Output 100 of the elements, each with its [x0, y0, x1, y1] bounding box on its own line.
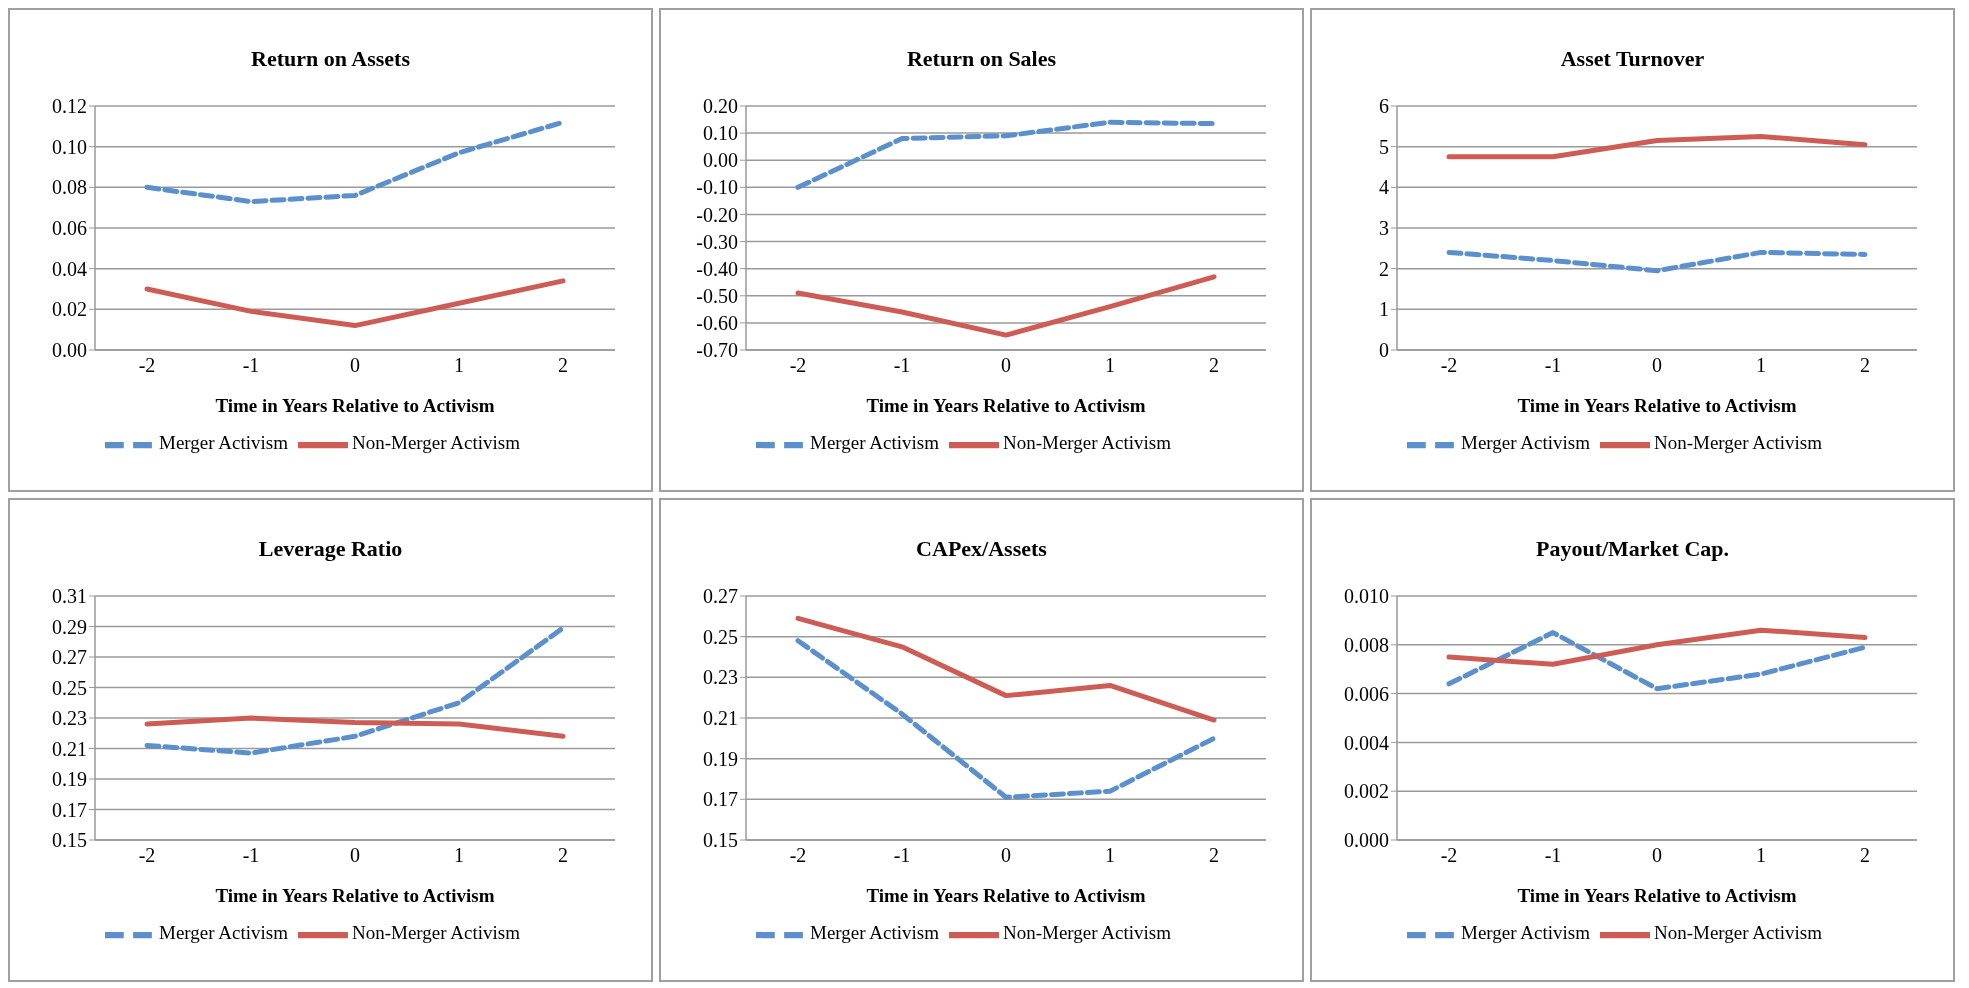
y-tick-label: 0.04: [52, 257, 87, 280]
x-axis-title: Time in Years Relative to Activism: [866, 395, 1146, 416]
y-tick-label: 0.006: [1344, 682, 1389, 705]
x-axis-title: Time in Years Relative to Activism: [1517, 885, 1797, 906]
y-tick-label: 0.00: [703, 149, 738, 172]
y-tick-label: 0.19: [703, 747, 738, 770]
y-tick-label: 0.21: [52, 737, 87, 760]
x-tick-label: 2: [1860, 354, 1870, 377]
y-tick-label: 4: [1379, 176, 1389, 199]
y-tick-label: 0: [1379, 339, 1389, 362]
y-tick-label: 0.15: [703, 829, 738, 852]
x-tick-label: 0: [1001, 844, 1011, 867]
x-tick-label: 0: [1001, 354, 1011, 377]
y-tick-label: 0.12: [52, 95, 87, 118]
y-tick-label: 0.31: [52, 585, 87, 608]
chart-title: Return on Sales: [905, 46, 1058, 73]
x-axis-title: Time in Years Relative to Activism: [1517, 395, 1797, 416]
y-tick-label: 0.29: [52, 615, 87, 638]
y-tick-label: 0.21: [703, 707, 738, 730]
y-tick-label: 5: [1379, 135, 1389, 158]
x-tick-label: -2: [138, 844, 156, 867]
y-tick-label: -0.40: [696, 257, 738, 280]
y-tick-label: 0.02: [52, 298, 87, 321]
x-axis-title: Time in Years Relative to Activism: [215, 885, 495, 906]
y-tick-label: 6: [1379, 95, 1389, 118]
y-tick-label: 0.10: [52, 135, 87, 158]
x-tick-label: 0: [1652, 354, 1662, 377]
x-tick-label: 1: [454, 354, 464, 377]
y-tick-label: -0.50: [696, 284, 738, 307]
y-tick-label: 0.17: [52, 798, 87, 821]
legend-label: Merger Activism: [1461, 922, 1590, 944]
legend-label: Merger Activism: [810, 922, 939, 944]
y-tick-label: 0.17: [703, 788, 738, 811]
chart-title: Leverage Ratio: [257, 536, 404, 563]
x-tick-label: 0: [1652, 844, 1662, 867]
y-tick-label: 0.002: [1344, 780, 1389, 803]
x-tick-label: 1: [1756, 354, 1766, 377]
y-tick-label: 0.00: [52, 339, 87, 362]
y-tick-label: 0.25: [703, 625, 738, 648]
legend-label: Non-Merger Activism: [1002, 432, 1171, 454]
y-tick-label: 0.06: [52, 217, 87, 240]
x-tick-label: -1: [1544, 354, 1562, 377]
chart-title: CAPex/Assets: [915, 536, 1048, 563]
x-tick-label: -1: [1544, 844, 1562, 867]
chart-title: Asset Turnover: [1559, 46, 1706, 73]
x-tick-label: -2: [789, 354, 807, 377]
x-tick-label: 1: [454, 844, 464, 867]
legend-label: Merger Activism: [159, 922, 288, 944]
x-tick-label: 0: [350, 354, 360, 377]
legend-label: Non-Merger Activism: [351, 922, 520, 944]
x-tick-label: -2: [1440, 844, 1458, 867]
legend-label: Non-Merger Activism: [351, 432, 520, 454]
legend-label: Merger Activism: [1461, 432, 1590, 454]
x-tick-label: 2: [558, 354, 568, 377]
x-tick-label: 1: [1105, 844, 1115, 867]
y-tick-label: 0.20: [703, 95, 738, 118]
y-tick-label: 0.19: [52, 768, 87, 791]
y-tick-label: 0.004: [1344, 731, 1389, 754]
legend-label: Non-Merger Activism: [1002, 922, 1171, 944]
y-tick-label: 0.008: [1344, 633, 1389, 656]
y-tick-label: 0.10: [703, 122, 738, 145]
x-tick-label: 2: [1209, 844, 1219, 867]
y-tick-label: -0.30: [696, 230, 738, 253]
x-axis-title: Time in Years Relative to Activism: [866, 885, 1146, 906]
x-tick-label: 2: [1209, 354, 1219, 377]
y-tick-label: 0.15: [52, 829, 87, 852]
y-tick-label: 0.23: [52, 707, 87, 730]
x-tick-label: -2: [789, 844, 807, 867]
x-tick-label: -1: [242, 844, 260, 867]
y-tick-label: 0.27: [703, 585, 738, 608]
chart-title: Payout/Market Cap.: [1534, 536, 1731, 563]
y-tick-label: 0.27: [52, 646, 87, 669]
y-tick-label: 3: [1379, 217, 1389, 240]
chart-title: Return on Assets: [250, 46, 411, 73]
y-tick-label: 2: [1379, 257, 1389, 280]
x-tick-label: 2: [1860, 844, 1870, 867]
y-tick-label: -0.60: [696, 311, 738, 334]
y-tick-label: 0.08: [52, 176, 87, 199]
x-tick-label: -2: [138, 354, 156, 377]
y-tick-label: -0.70: [696, 339, 738, 362]
y-tick-label: 1: [1379, 298, 1389, 321]
y-tick-label: 0.000: [1344, 829, 1389, 852]
legend-label: Merger Activism: [810, 432, 939, 454]
x-tick-label: -2: [1440, 354, 1458, 377]
x-tick-label: -1: [893, 844, 911, 867]
y-tick-label: 0.010: [1344, 585, 1389, 608]
y-tick-label: -0.10: [696, 176, 738, 199]
y-tick-label: 0.25: [52, 676, 87, 699]
x-tick-label: -1: [242, 354, 260, 377]
legend-label: Non-Merger Activism: [1653, 922, 1822, 944]
legend-label: Non-Merger Activism: [1653, 432, 1822, 454]
y-tick-label: -0.20: [696, 203, 738, 226]
x-tick-label: -1: [893, 354, 911, 377]
x-tick-label: 1: [1105, 354, 1115, 377]
x-tick-label: 2: [558, 844, 568, 867]
y-tick-label: 0.23: [703, 666, 738, 689]
x-axis-title: Time in Years Relative to Activism: [215, 395, 495, 416]
x-tick-label: 1: [1756, 844, 1766, 867]
legend-label: Merger Activism: [159, 432, 288, 454]
x-tick-label: 0: [350, 844, 360, 867]
